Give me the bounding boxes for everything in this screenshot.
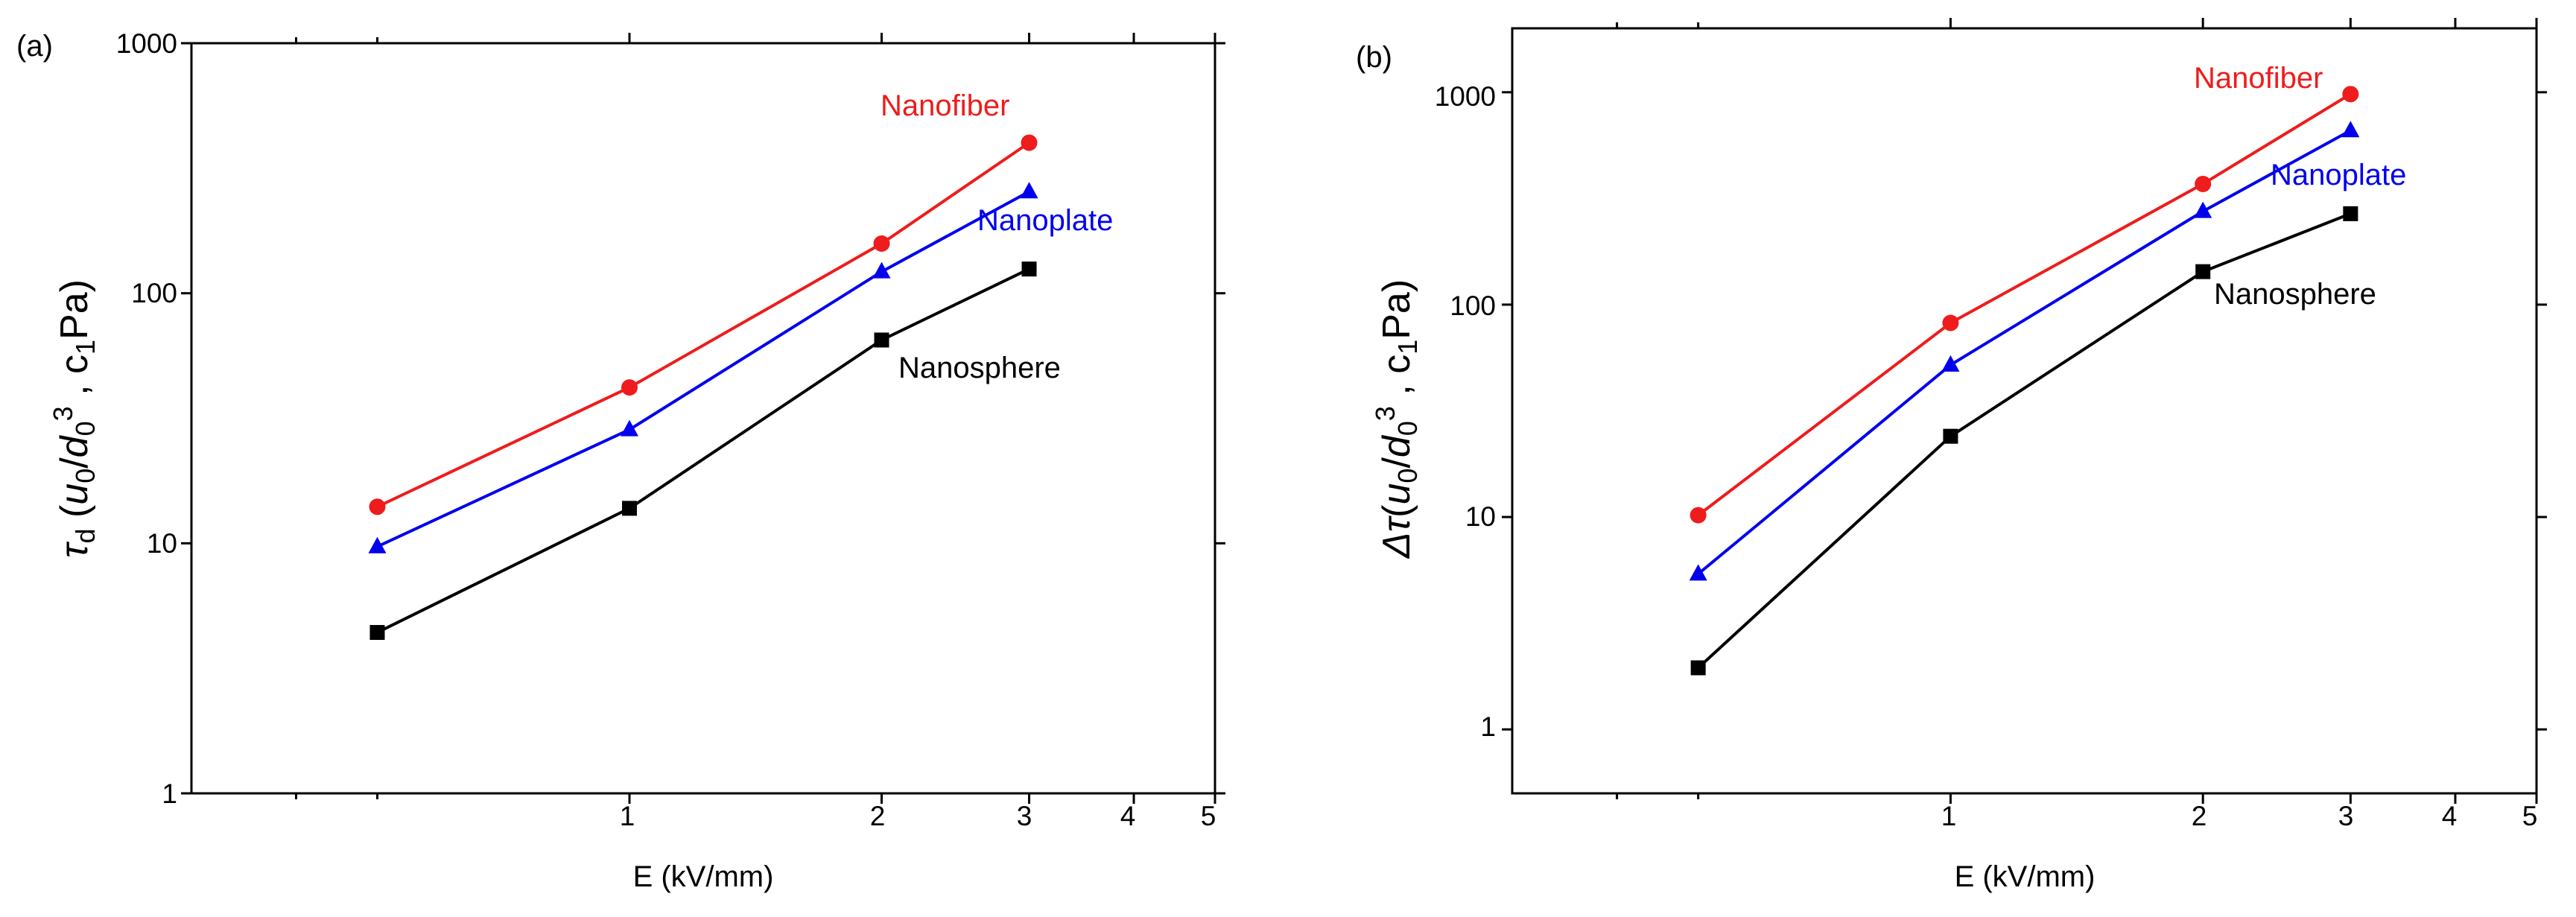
x-tick-label: 2 xyxy=(2192,801,2207,831)
y-tick-label: 100 xyxy=(1450,291,1496,321)
series-line-nanosphere xyxy=(376,267,1030,634)
y-title-d-sub: 0 xyxy=(1392,421,1423,436)
y-title-symbol: τ xyxy=(53,541,96,558)
series-label-nanoplate: Nanoplate xyxy=(2271,159,2406,191)
y-title-subscript: d xyxy=(70,528,101,543)
data-point-nanoplate xyxy=(1020,182,1038,199)
y-title-d-sup: 3 xyxy=(1370,406,1400,421)
panel-a-series xyxy=(368,134,1038,641)
series-label-nanofiber: Nanofiber xyxy=(881,89,1009,122)
y-title-open: ( xyxy=(1375,504,1418,518)
y-title-unit: Pa) xyxy=(1375,279,1418,340)
y-title-slash: / xyxy=(1375,457,1418,469)
data-point-nanosphere xyxy=(1021,261,1037,277)
panel-a-x-axis-title: E (kV/mm) xyxy=(633,860,774,893)
panel-a-x-tick-labels: 1 2 3 4 5 xyxy=(620,801,1216,831)
data-point-nanofiber xyxy=(369,498,386,515)
data-point-nanofiber xyxy=(2195,175,2212,192)
series-line-nanofiber xyxy=(376,141,1030,509)
data-point-nanoplate xyxy=(1689,564,1707,581)
series-label-nanosphere: Nanosphere xyxy=(2214,278,2376,311)
panel-a-series-labels: Nanofiber Nanoplate Nanosphere xyxy=(881,89,1113,384)
data-point-nanosphere xyxy=(369,625,385,641)
y-title-unit: Pa) xyxy=(53,279,96,340)
y-title-u: u xyxy=(53,483,96,505)
data-point-nanofiber xyxy=(1690,507,1707,524)
y-tick-label: 1 xyxy=(1480,711,1496,742)
panel-b-x-tick-labels: 1 2 3 4 5 xyxy=(1941,801,2538,831)
y-tick-label: 1000 xyxy=(116,28,177,59)
panel-b-x-axis-title: E (kV/mm) xyxy=(1955,860,2096,893)
data-point-nanoplate xyxy=(2341,121,2360,138)
x-tick-label: 3 xyxy=(1017,801,1032,831)
data-point-nanosphere xyxy=(1943,428,1958,444)
data-point-nanoplate xyxy=(620,419,638,437)
y-tick-label: 1 xyxy=(162,778,177,809)
panel-a-ticks xyxy=(181,33,1225,804)
panel-b-y-tick-labels: 1 10 100 1000 xyxy=(1435,81,1496,742)
panel-b-ticks xyxy=(1502,18,2547,804)
series-line-nanoplate xyxy=(1697,129,2352,575)
data-point-nanosphere xyxy=(621,501,637,516)
panel-a-y-axis-title: τd (u0/d03 , c1Pa) xyxy=(48,279,101,558)
y-title-d-sub: 0 xyxy=(70,421,101,436)
series-line-nanoplate xyxy=(376,190,1030,548)
data-point-nanoplate xyxy=(872,261,891,279)
y-title-d-sup: 3 xyxy=(48,406,78,421)
series-label-nanoplate: Nanoplate xyxy=(977,204,1113,237)
x-tick-label: 2 xyxy=(870,801,886,831)
x-tick-label: 1 xyxy=(620,801,635,831)
y-title-comma: , c xyxy=(1375,355,1418,406)
x-tick-label: 4 xyxy=(2442,801,2458,831)
x-tick-label: 4 xyxy=(1120,801,1136,831)
panel-a: (a) 1 2 3 4 5 1 10 100 1000 E (kV/mm) τd… xyxy=(16,28,1225,893)
data-point-nanoplate xyxy=(1941,355,1960,372)
data-point-nanofiber xyxy=(621,379,638,396)
x-tick-label: 5 xyxy=(1201,801,1216,831)
data-point-nanosphere xyxy=(2343,206,2358,221)
y-tick-label: 10 xyxy=(1465,501,1496,532)
series-label-nanofiber: Nanofiber xyxy=(2194,62,2323,95)
data-point-nanosphere xyxy=(874,332,889,348)
series-label-nanosphere: Nanosphere xyxy=(898,352,1061,384)
y-title-d: d xyxy=(1375,434,1418,457)
series-line-nanosphere xyxy=(1697,212,2352,669)
y-title-comma: , c xyxy=(53,355,96,406)
panel-b-series-labels: Nanofiber Nanoplate Nanosphere xyxy=(2194,62,2406,311)
panel-b-series xyxy=(1689,86,2360,676)
panel-a-plot-frame xyxy=(190,42,1216,795)
data-point-nanofiber xyxy=(1021,134,1038,151)
panel-b-y-axis-title: Δτ(u0/d03 , c1Pa) xyxy=(1370,279,1423,559)
x-tick-label: 1 xyxy=(1941,801,1957,831)
y-tick-label: 10 xyxy=(147,528,177,559)
y-title-delta: Δτ xyxy=(1375,515,1418,559)
data-point-nanoplate xyxy=(2194,201,2212,218)
y-tick-label: 100 xyxy=(131,278,177,308)
data-point-nanosphere xyxy=(1690,660,1706,676)
y-title-c-sub: 1 xyxy=(70,340,101,355)
series-line-nanofiber xyxy=(1697,92,2352,517)
x-tick-label: 5 xyxy=(2522,801,2538,831)
y-title-d: d xyxy=(53,434,96,457)
y-tick-label: 1000 xyxy=(1435,81,1496,112)
data-point-nanosphere xyxy=(2195,264,2211,279)
y-title-u-sub: 0 xyxy=(70,469,101,483)
y-title-u-sub: 0 xyxy=(1392,469,1423,483)
panel-b: (b) 1 2 3 4 5 1 10 100 1000 E (kV/mm) Δτ… xyxy=(1356,18,2547,893)
y-title-u: u xyxy=(1375,483,1418,505)
panel-a-label: (a) xyxy=(16,30,53,63)
data-point-nanofiber xyxy=(2342,86,2359,103)
panel-b-label: (b) xyxy=(1356,41,1392,74)
panel-b-plot-frame xyxy=(1511,27,2538,795)
data-point-nanoplate xyxy=(368,536,387,553)
y-title-c-sub: 1 xyxy=(1392,340,1423,355)
data-point-nanofiber xyxy=(1942,314,1959,331)
y-title-slash: / xyxy=(53,457,96,469)
y-title-open: ( xyxy=(53,504,96,528)
panel-a-y-tick-labels: 1 10 100 1000 xyxy=(116,28,177,809)
data-point-nanofiber xyxy=(873,235,890,252)
x-tick-label: 3 xyxy=(2338,801,2354,831)
